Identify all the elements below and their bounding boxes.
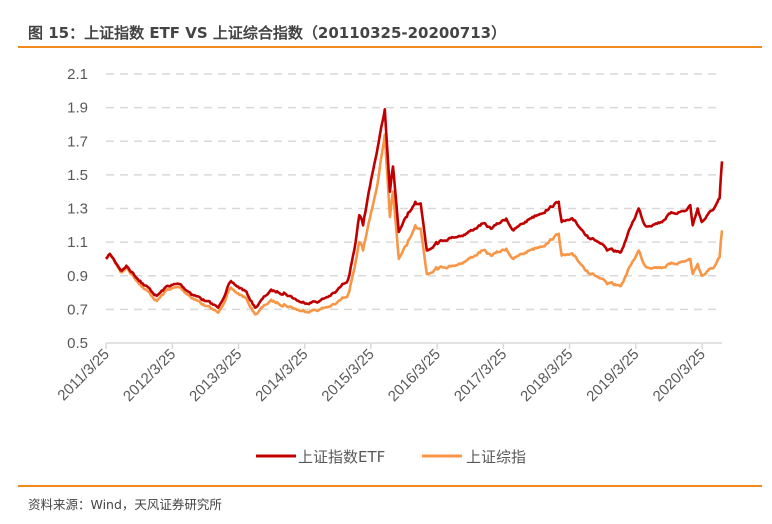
y-tick-label: 1.5 xyxy=(67,167,88,184)
series-line-etf xyxy=(105,108,724,309)
x-tick-label: 2019/3/25 xyxy=(583,346,642,405)
y-tick-label: 0.9 xyxy=(67,268,88,285)
y-tick-label: 0.5 xyxy=(67,335,88,352)
y-tick-label: 1.1 xyxy=(67,234,88,251)
x-tick-label: 2014/3/25 xyxy=(252,346,311,405)
x-tick-label: 2011/3/25 xyxy=(54,346,112,404)
legend-label-index[interactable]: 上证综指 xyxy=(466,448,526,466)
y-tick-label: 1.3 xyxy=(67,201,88,218)
footer-divider xyxy=(18,485,762,487)
x-tick-label: 2015/3/25 xyxy=(318,346,377,405)
legend-label-etf[interactable]: 上证指数ETF xyxy=(298,448,385,466)
legend: 上证指数ETF 上证综指 xyxy=(256,448,526,466)
x-tick-label: 2013/3/25 xyxy=(186,346,245,405)
x-tick-label: 2012/3/25 xyxy=(120,346,179,405)
x-tick-label: 2017/3/25 xyxy=(451,346,510,405)
y-tick-label: 2.1 xyxy=(67,66,88,83)
y-tick-label: 1.9 xyxy=(67,100,88,117)
y-tick-label: 0.7 xyxy=(67,301,88,318)
figure-title: 图 15：上证指数 ETF VS 上证综合指数（20110325-2020071… xyxy=(28,24,507,42)
y-tick-label: 1.7 xyxy=(67,133,88,150)
x-tick-label: 2016/3/25 xyxy=(385,346,444,405)
title-divider xyxy=(18,46,762,48)
x-tick-label: 2018/3/25 xyxy=(517,346,576,405)
source-note: 资料来源：Wind，天风证券研究所 xyxy=(28,497,222,512)
x-tick-label: 2020/3/25 xyxy=(650,346,709,405)
series-line-index xyxy=(105,133,724,316)
